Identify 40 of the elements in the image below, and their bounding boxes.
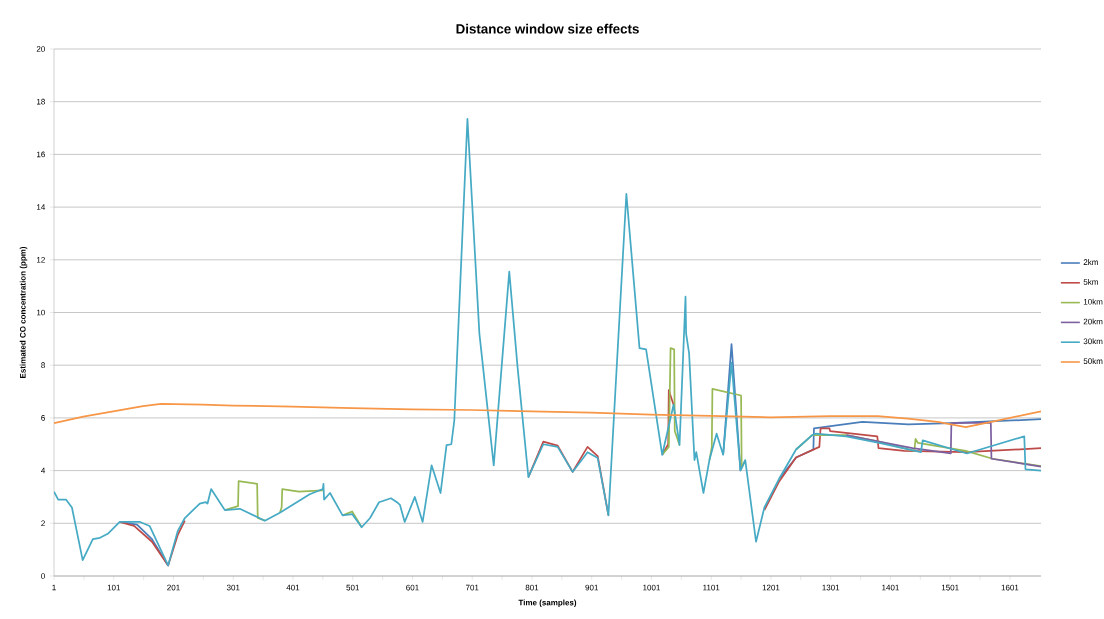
- legend-label: 50km: [1083, 358, 1103, 364]
- legend-label: 10km: [1083, 298, 1103, 305]
- x-tick-label: 601: [406, 584, 419, 591]
- x-tick-label: 1: [52, 584, 56, 591]
- x-tick-label: 901: [585, 584, 598, 591]
- legend-label: 2km: [1083, 259, 1098, 265]
- chart-title: Distance window size effects: [456, 23, 639, 34]
- y-tick-label: 12: [37, 257, 45, 263]
- line-series: [845, 421, 1042, 468]
- y-tick-label: 16: [37, 151, 45, 158]
- x-tick-label: 401: [286, 584, 300, 591]
- x-tick-label: 501: [346, 584, 360, 591]
- line-series: [54, 117, 1042, 567]
- x-tick-label: 1601: [1001, 584, 1019, 591]
- x-tick-label: 1101: [703, 584, 720, 591]
- legend-label: 5km: [1083, 278, 1098, 285]
- x-tick-label: 1301: [822, 584, 840, 591]
- y-axis-title: Estimated CO concentration (ppm): [19, 246, 28, 378]
- x-tick-label: 1401: [882, 584, 899, 591]
- y-tick-label: 20: [36, 46, 45, 52]
- y-tick-label: 10: [37, 309, 45, 316]
- line-series: [54, 403, 1042, 428]
- y-tick-label: 14: [37, 204, 46, 210]
- y-tick-label: 18: [37, 98, 45, 105]
- y-tick-label: 6: [41, 415, 45, 421]
- x-tick-label: 1501: [941, 584, 959, 591]
- y-tick-label: 2: [41, 520, 45, 527]
- x-tick-label: 1201: [762, 584, 780, 591]
- x-tick-label: 1001: [643, 584, 660, 591]
- y-tick-label: 0: [41, 573, 45, 579]
- legend-label: 30km: [1083, 338, 1103, 345]
- x-tick-label: 301: [226, 584, 240, 591]
- y-tick-label: 8: [41, 362, 45, 369]
- x-tick-label: 701: [465, 584, 479, 591]
- y-tick-label: 4: [41, 467, 46, 474]
- x-tick-label: 201: [167, 584, 180, 591]
- legend-label: 20km: [1083, 318, 1103, 325]
- x-axis-title: Time (samples): [518, 599, 577, 607]
- x-tick-label: 801: [525, 584, 539, 591]
- x-tick-label: 101: [107, 584, 121, 591]
